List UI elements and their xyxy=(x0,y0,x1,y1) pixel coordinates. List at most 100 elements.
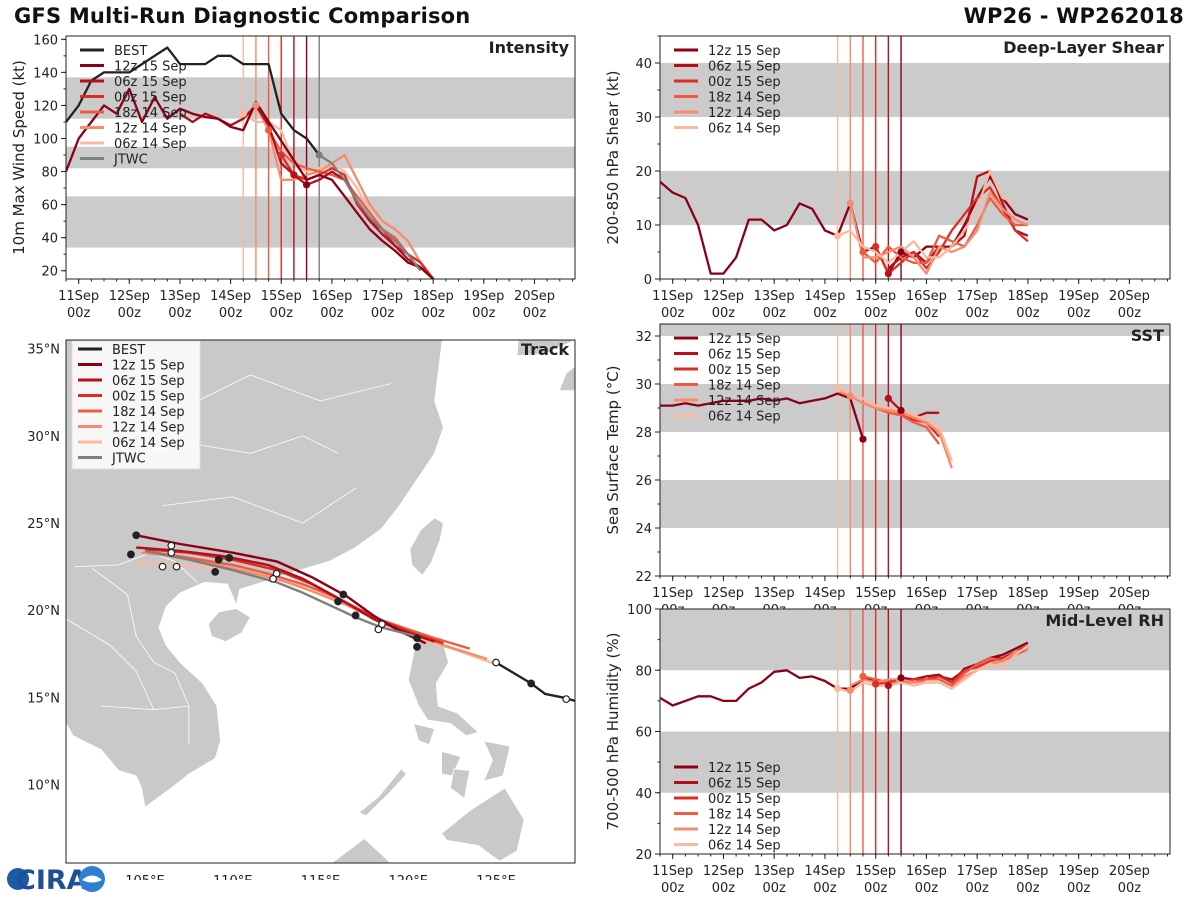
track-position-marker xyxy=(167,541,176,550)
logo-globe-left xyxy=(7,868,29,890)
intensity-line-12z-15-sep xyxy=(66,87,434,279)
track-position-marker xyxy=(269,574,278,583)
intensity-y-tick-label: 80 xyxy=(41,166,58,181)
intensity-y-tick-label: 160 xyxy=(33,33,58,48)
sst-legend-label-18z-14-sep: 18z 14 Sep xyxy=(708,379,781,394)
intensity-series-group xyxy=(66,46,435,279)
track-position-marker xyxy=(351,611,360,620)
intensity-legend-label-06z-15-sep: 06z 15 Sep xyxy=(114,75,187,90)
intensity-x-tick-day: 20Sep xyxy=(514,289,555,304)
shear-x-tick-day: 15Sep xyxy=(855,289,896,304)
shear-legend-label-12z-14-sep: 12z 14 Sep xyxy=(708,106,781,121)
figure-title: GFS Multi-Run Diagnostic Comparison xyxy=(14,4,471,28)
track-position-marker xyxy=(211,567,220,576)
intensity-x-tick-day: 12Sep xyxy=(109,289,150,304)
intensity-x-tick-hour: 00z xyxy=(219,306,243,321)
shear-legend-label-00z-15-sep: 00z 15 Sep xyxy=(708,75,781,90)
shear-marker-06z-15-sep xyxy=(884,270,892,278)
sst-x-tick-day: 11Sep xyxy=(652,586,693,601)
shear-frame xyxy=(659,35,1171,280)
shear-y-axis-label: 200-850 hPa Shear (kt) xyxy=(604,71,622,245)
sst-legend-label-12z-15-sep: 12z 15 Sep xyxy=(708,332,781,347)
track-lon-tick-label: 115°E xyxy=(301,874,341,880)
track-lon-tick-label: 105°E xyxy=(125,874,165,880)
rh-legend-label-18z-14-sep: 18z 14 Sep xyxy=(708,808,781,823)
track-lat-tick-label: 10°N xyxy=(27,779,60,794)
rh-x-tick-day: 12Sep xyxy=(703,864,744,879)
intensity-y-tick-label: 100 xyxy=(33,132,58,147)
shear-x-tick-hour: 00z xyxy=(864,306,888,321)
shear-y-tick-label: 10 xyxy=(635,219,652,234)
track-legend-label-06z-15-sep: 06z 15 Sep xyxy=(112,374,185,389)
shear-x-tick-hour: 00z xyxy=(712,306,736,321)
sst-marker-12z-14-sep xyxy=(846,392,854,400)
shear-marker-18z-14-sep xyxy=(859,248,867,256)
track-position-marker xyxy=(527,679,536,688)
sst-y-tick-label: 24 xyxy=(635,522,652,537)
border-laos-vietnam xyxy=(92,568,190,745)
shear-marker-12z-15-sep xyxy=(897,248,905,256)
track-line-12z-15-sep xyxy=(135,534,427,645)
rh-legend-label-06z-14-sep: 06z 14 Sep xyxy=(708,839,781,854)
logo-swirl xyxy=(82,875,102,883)
sst-y-axis-label: Sea Surface Temp (°C) xyxy=(604,365,622,534)
intensity-legend-label-18z-14-sep: 18z 14 Sep xyxy=(114,106,187,121)
rh-x-tick-hour: 00z xyxy=(1118,881,1142,896)
rh-x-tick-day: 18Sep xyxy=(1007,864,1048,879)
sst-x-tick-day: 15Sep xyxy=(855,586,896,601)
intensity-panel-title: Intensity xyxy=(489,38,570,57)
border-provinces-3 xyxy=(197,374,391,402)
rh-x-tick-day: 11Sep xyxy=(652,864,693,879)
shear-x-tick-hour: 00z xyxy=(965,306,989,321)
taiwan-island xyxy=(409,517,444,576)
border-provinces-1 xyxy=(162,487,356,524)
sst-x-tick-day: 12Sep xyxy=(703,586,744,601)
track-lines-group xyxy=(127,531,575,704)
shear-x-tick-day: 12Sep xyxy=(703,289,744,304)
intensity-y-tick-label: 140 xyxy=(33,66,58,81)
sst-x-tick-day: 19Sep xyxy=(1058,586,1099,601)
track-position-marker xyxy=(214,555,223,564)
sst-x-tick-hour: 00z xyxy=(712,603,736,610)
rh-x-tick-hour: 00z xyxy=(712,881,736,896)
track-position-marker xyxy=(127,550,135,559)
rh-x-tick-hour: 00z xyxy=(915,881,939,896)
intensity-x-tick-day: 15Sep xyxy=(261,289,302,304)
cira-logo: CIRA xyxy=(7,865,105,896)
rh-x-tick-hour: 00z xyxy=(813,881,837,896)
intensity-x-tick-hour: 00z xyxy=(320,306,344,321)
rh-legend-label-00z-15-sep: 00z 15 Sep xyxy=(708,792,781,807)
mindoro-island xyxy=(412,722,436,746)
track-legend-label-06z-14-sep: 06z 14 Sep xyxy=(112,436,185,451)
rh-x-tick-day: 13Sep xyxy=(754,864,795,879)
intensity-x-tick-day: 13Sep xyxy=(159,289,200,304)
sst-marker-06z-15-sep xyxy=(884,394,892,402)
intensity-y-tick-label: 120 xyxy=(33,99,58,114)
sst-x-tick-hour: 00z xyxy=(1118,603,1142,610)
shear-line-06z-14-sep xyxy=(837,169,1016,264)
borneo-coast xyxy=(330,838,392,863)
track-position-marker xyxy=(132,531,141,540)
shear-legend-label-06z-14-sep: 06z 14 Sep xyxy=(708,122,781,137)
intensity-marker-06z-14-sep xyxy=(239,110,247,118)
sst-x-tick-day: 20Sep xyxy=(1109,586,1150,601)
shear-x-tick-hour: 00z xyxy=(1067,306,1091,321)
shear-band xyxy=(660,171,1170,225)
logo-text: CIRA xyxy=(16,865,88,896)
sst-legend-label-06z-15-sep: 06z 15 Sep xyxy=(708,348,781,363)
rh-x-tick-day: 19Sep xyxy=(1058,864,1099,879)
rh-x-tick-day: 15Sep xyxy=(855,864,896,879)
intensity-legend-label-12z-14-sep: 12z 14 Sep xyxy=(114,122,187,137)
track-lat-tick-label: 30°N xyxy=(27,430,60,445)
shear-legend-label-18z-14-sep: 18z 14 Sep xyxy=(708,91,781,106)
track-position-marker xyxy=(172,562,181,571)
sst-y-tick-label: 22 xyxy=(635,570,652,585)
sst-chart: 22 24 26 28 30 32 11Sep 00z 12Sep 00z 13Sep 00z 14Se… xyxy=(604,323,1171,610)
track-line-jtwc xyxy=(144,549,418,638)
sst-x-tick-hour: 00z xyxy=(915,603,939,610)
intensity-legend-label-00z-15-sep: 00z 15 Sep xyxy=(114,91,187,106)
sst-series-group xyxy=(660,385,953,469)
intensity-line-best xyxy=(66,46,321,156)
panay-island xyxy=(441,750,462,777)
intensity-x-tick-hour: 00z xyxy=(472,306,496,321)
